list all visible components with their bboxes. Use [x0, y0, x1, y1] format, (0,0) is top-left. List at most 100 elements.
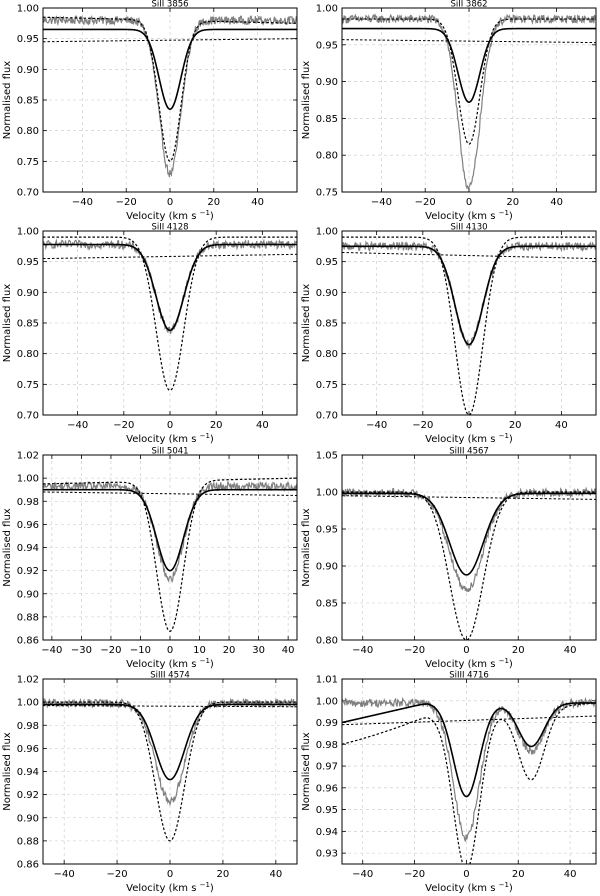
x-tick-label: 0 [167, 197, 173, 208]
y-tick-label: 0.90 [316, 288, 338, 299]
chart-panel: −40 −20 0 20 40 0.86 0.88 0.90 0.92 0.94 0.96 0.98 1… [2, 671, 298, 894]
y-tick-label: 0.85 [316, 114, 338, 125]
chart-panel: −40 −20 0 20 40 0.80 0.85 0.90 0.95 1.00 1.05 SiIII… [301, 447, 597, 670]
y-tick-label: 1.00 [17, 4, 39, 15]
y-tick-label: 0.97 [316, 762, 338, 773]
baseline-dotted-line [43, 491, 297, 496]
observed-spectrum-line [342, 696, 596, 843]
observed-spectrum-line [43, 697, 297, 807]
x-tick-label: 40 [564, 645, 577, 656]
x-axis-label: Velocity (km s −1) [425, 209, 513, 222]
x-axis-label: Velocity (km s −1) [126, 209, 214, 222]
model-solid-line [43, 703, 297, 781]
x-tick-label: 0 [466, 420, 472, 431]
y-axis-label: Normalised flux [301, 732, 312, 810]
model-dotted-line [43, 701, 297, 842]
y-tick-label: 0.75 [316, 380, 338, 391]
x-tick-label: −30 [71, 645, 92, 656]
x-tick-label: −20 [415, 197, 436, 208]
chart-panel: −40 −30 −20 −10 0 10 20 30 40 0.86 0.88 0.90 0.92 0.9… [2, 447, 298, 670]
y-tick-label: 0.80 [316, 636, 338, 647]
chart-title: SiIII 4716 [449, 671, 489, 681]
y-tick-label: 0.80 [17, 349, 39, 360]
y-tick-label: 0.80 [316, 151, 338, 162]
model-solid-line [43, 28, 297, 111]
x-tick-label: 40 [251, 197, 264, 208]
y-tick-label: 1.00 [316, 4, 338, 15]
y-tick-label: 0.95 [316, 257, 338, 268]
x-tick-label: 0 [167, 869, 173, 880]
model-solid-line [342, 492, 596, 576]
y-axis-label: Normalised flux [301, 284, 312, 362]
baseline-dotted-line [43, 38, 297, 43]
y-tick-label: 1.00 [17, 474, 39, 485]
y-tick-label: 0.96 [316, 783, 338, 794]
x-tick-label: −20 [107, 869, 128, 880]
y-tick-label: 1.02 [17, 451, 39, 462]
model-solid-line [43, 488, 297, 572]
x-tick-label: 20 [509, 420, 522, 431]
y-tick-label: 0.94 [17, 543, 39, 554]
y-tick-label: 0.90 [316, 77, 338, 88]
observed-spectrum-line [43, 480, 297, 584]
x-tick-label: 20 [210, 420, 223, 431]
chart-title: SiIII 4567 [449, 447, 489, 457]
x-tick-label: −40 [366, 420, 387, 431]
y-tick-label: 0.70 [17, 411, 39, 422]
baseline-dotted-line [43, 253, 297, 260]
y-tick-label: 1.00 [17, 698, 39, 709]
y-tick-label: 0.98 [316, 740, 338, 751]
y-tick-label: 1.02 [17, 675, 39, 686]
y-tick-label: 0.98 [17, 497, 39, 508]
y-tick-label: 0.98 [17, 721, 39, 732]
model-dotted-line [342, 18, 596, 145]
x-tick-label: 10 [193, 645, 206, 656]
y-tick-label: 0.85 [316, 319, 338, 330]
x-axis-label: Velocity (km s −1) [425, 881, 513, 894]
plot-frame [341, 7, 597, 193]
x-tick-label: −40 [41, 645, 62, 656]
y-axis-label: Normalised flux [301, 61, 312, 139]
y-tick-label: 0.85 [316, 599, 338, 610]
y-tick-label: 0.75 [17, 157, 39, 168]
plot-frame [341, 230, 597, 416]
y-tick-label: 0.95 [17, 34, 39, 45]
observed-spectrum-line [342, 13, 596, 190]
x-tick-label: 0 [466, 197, 472, 208]
plot-frame [42, 7, 298, 193]
y-tick-label: 0.90 [17, 288, 39, 299]
y-tick-label: 1.00 [17, 227, 39, 238]
y-tick-label: 0.90 [17, 65, 39, 76]
x-tick-label: −20 [404, 645, 425, 656]
x-axis-label: Velocity (km s −1) [126, 432, 214, 445]
y-axis-label: Normalised flux [2, 284, 13, 362]
x-tick-label: 0 [167, 645, 173, 656]
x-tick-label: 0 [463, 869, 469, 880]
y-tick-label: 0.90 [316, 562, 338, 573]
baseline-dotted-line [342, 495, 596, 500]
y-tick-label: 0.86 [17, 636, 39, 647]
chart-panel: −40 −20 0 20 40 0.75 0.80 0.85 0.90 0.95 1.00 SiII … [301, 0, 597, 222]
baseline-dotted-line [342, 251, 596, 260]
model-solid-line [342, 245, 596, 346]
x-tick-label: 40 [282, 645, 295, 656]
y-axis-label: Normalised flux [2, 508, 13, 586]
y-tick-label: 0.70 [17, 188, 39, 199]
y-tick-label: 0.86 [17, 860, 39, 871]
chart-title: SiII 3856 [151, 0, 188, 10]
chart-title: SiII 4128 [151, 223, 188, 233]
x-tick-label: 0 [463, 645, 469, 656]
y-tick-label: 0.88 [17, 612, 39, 623]
x-tick-label: 20 [207, 197, 220, 208]
y-tick-label: 0.94 [17, 767, 39, 778]
y-tick-label: 0.99 [316, 718, 338, 729]
plot-frame [42, 454, 298, 641]
x-tick-label: 40 [550, 197, 563, 208]
x-axis-label: Velocity (km s −1) [126, 657, 214, 670]
x-tick-label: −40 [72, 197, 93, 208]
model-solid-line [43, 243, 297, 332]
y-tick-label: 0.94 [316, 827, 338, 838]
plot-frame [42, 230, 298, 416]
y-tick-label: 0.90 [17, 589, 39, 600]
